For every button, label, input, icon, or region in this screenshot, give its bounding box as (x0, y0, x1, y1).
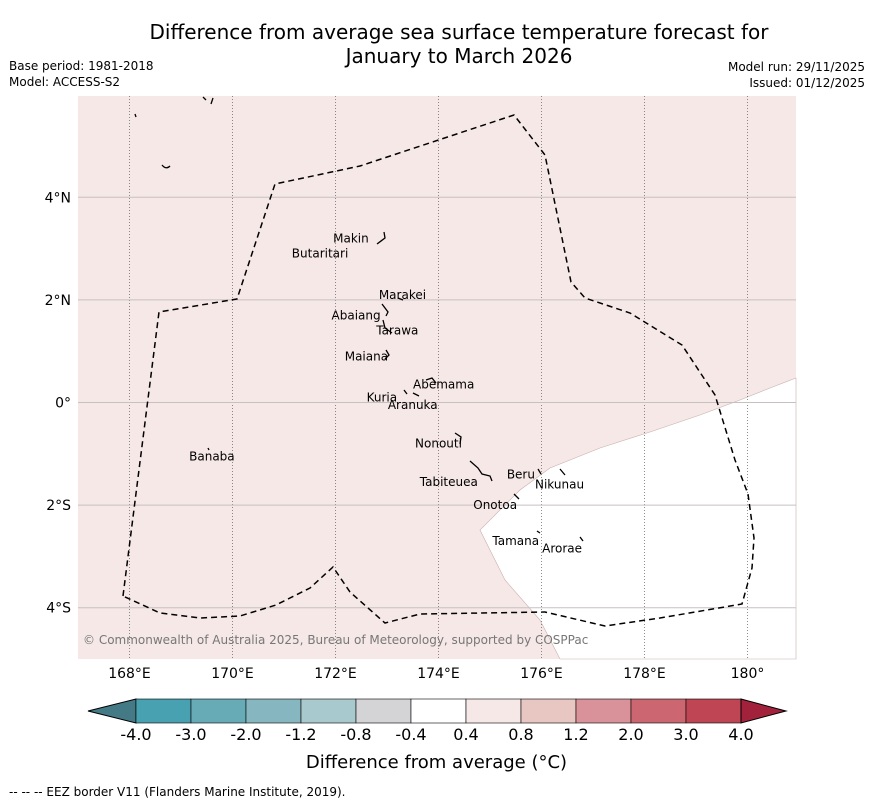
colorbar-tick-label: -3.0 (175, 725, 206, 744)
longitude-tick-label: 170°E (211, 666, 254, 682)
model-name: Model: ACCESS-S2 (9, 75, 121, 89)
island-outline (210, 97, 214, 105)
place-label: Butaritari (292, 247, 349, 261)
latitude-tick-label: 0° (55, 396, 71, 412)
colorbar-swatch (685, 698, 742, 724)
place-label: Marakei (379, 288, 426, 302)
place-label: Beru (507, 467, 535, 481)
colorbar-swatch (300, 698, 357, 724)
colorbar-tick-label: 3.0 (673, 725, 698, 744)
island-outline (469, 460, 493, 482)
place-label: Maiana (345, 349, 388, 363)
island-outline (202, 96, 207, 101)
place-label: Makin (333, 231, 369, 245)
longitude-axis: 168°E 170°E 172°E 174°E 176°E 178°E 180° (108, 666, 764, 682)
place-label: Tabiteuea (419, 475, 478, 489)
title-line-2: January to March 2026 (345, 44, 573, 68)
latitude-tick-label: 2°N (45, 293, 71, 309)
colorbar-tick-label: -0.4 (395, 725, 426, 744)
place-label: Arorae (542, 542, 582, 556)
colorbar-swatch (190, 698, 247, 724)
place-label: Aranuka (388, 398, 438, 412)
place-labels: Makin Butaritari Marakei Abaiang Tarawa Maian… (189, 231, 584, 555)
longitude-tick-label: 168°E (108, 666, 151, 682)
island-outline (384, 349, 390, 360)
island-outline (403, 389, 408, 395)
colorbar-swatch (245, 698, 302, 724)
longitude-tick-label: 174°E (417, 666, 460, 682)
longitude-tick-label: 180° (731, 666, 765, 682)
latitude-axis: 4°N 2°N 0° 2°S 4°S (45, 190, 72, 616)
colorbar-tick-label: -0.8 (340, 725, 371, 744)
run-info: Model run: 29/11/2025 Issued: 01/12/2025 (728, 59, 865, 91)
latitude-tick-label: 4°S (46, 601, 71, 617)
colorbar-tick-label: -2.0 (230, 725, 261, 744)
place-label: Abemama (413, 378, 474, 392)
colorbar-swatch (410, 698, 467, 724)
colorbar-tick-label: 0.8 (508, 725, 533, 744)
place-label: Nikunau (535, 478, 584, 492)
issued-date: Issued: 01/12/2025 (749, 76, 865, 90)
island-outline (207, 447, 210, 451)
colorbar-extend-low (87, 698, 137, 724)
colorbar-tick-label: 4.0 (728, 725, 753, 744)
chart-title: Difference from average sea surface temp… (100, 20, 818, 68)
island-outline (412, 392, 420, 397)
place-label: Abaiang (332, 308, 381, 322)
colorbar-tick-label: 0.4 (453, 725, 478, 744)
island-outline (537, 468, 542, 475)
copyright-note: © Commonwealth of Australia 2025, Bureau… (83, 633, 588, 647)
island-outline (513, 493, 520, 500)
island-outline (425, 377, 437, 384)
island-outline (579, 536, 584, 542)
island-outline (381, 303, 389, 317)
longitude-tick-label: 172°E (314, 666, 357, 682)
island-outlines (134, 96, 584, 542)
island-outline (376, 231, 386, 245)
place-label: Tamana (491, 534, 539, 548)
colorbar-swatch (575, 698, 632, 724)
island-outline (161, 164, 171, 169)
island-outline (382, 319, 393, 334)
latitude-tick-label: 2°S (46, 498, 71, 514)
longitude-tick-label: 178°E (623, 666, 666, 682)
colorbar-swatch (135, 698, 192, 724)
model-run: Model run: 29/11/2025 (727, 60, 865, 74)
eez-legend: -- -- -- EEZ border V11 (Flanders Marine… (9, 785, 346, 799)
colorbar-tick-label: -1.2 (285, 725, 316, 744)
colorbar-tick-label: -4.0 (120, 725, 151, 744)
place-label: Onotoa (473, 498, 517, 512)
colorbar-swatch (630, 698, 687, 724)
colorbar-title: Difference from average (°C) (305, 752, 568, 773)
gridlines (78, 96, 796, 659)
title-line-1: Difference from average sea surface temp… (149, 20, 769, 44)
colorbar-swatch (520, 698, 577, 724)
base-period: Base period: 1981-2018 (9, 59, 154, 73)
colorbar-swatch (355, 698, 412, 724)
colorbar-labels: -4.0 -3.0 -2.0 -1.2 -0.8 -0.4 0.4 0.8 1.2 2.0 3.0 4… (120, 725, 753, 744)
latitude-tick-label: 4°N (45, 190, 71, 206)
place-label: Banaba (189, 449, 235, 463)
colorbar-tick-label: 2.0 (618, 725, 643, 744)
island-outline (134, 113, 137, 118)
island-outline (397, 297, 404, 301)
island-outline (559, 468, 566, 476)
place-label: Tarawa (375, 324, 418, 338)
model-info: Base period: 1981-2018 Model: ACCESS-S2 (9, 58, 154, 90)
longitude-tick-label: 176°E (520, 666, 563, 682)
colorbar-extend-high (740, 698, 788, 724)
place-label: Nonouti (415, 437, 462, 451)
place-label: Kuria (367, 390, 398, 404)
colorbar (87, 698, 788, 724)
map-figure: Makin Butaritari Marakei Abaiang Tarawa Maian… (45, 96, 797, 744)
island-outline (536, 530, 541, 534)
colorbar-swatch (465, 698, 522, 724)
colorbar-tick-label: 1.2 (563, 725, 588, 744)
island-outline (454, 432, 462, 445)
